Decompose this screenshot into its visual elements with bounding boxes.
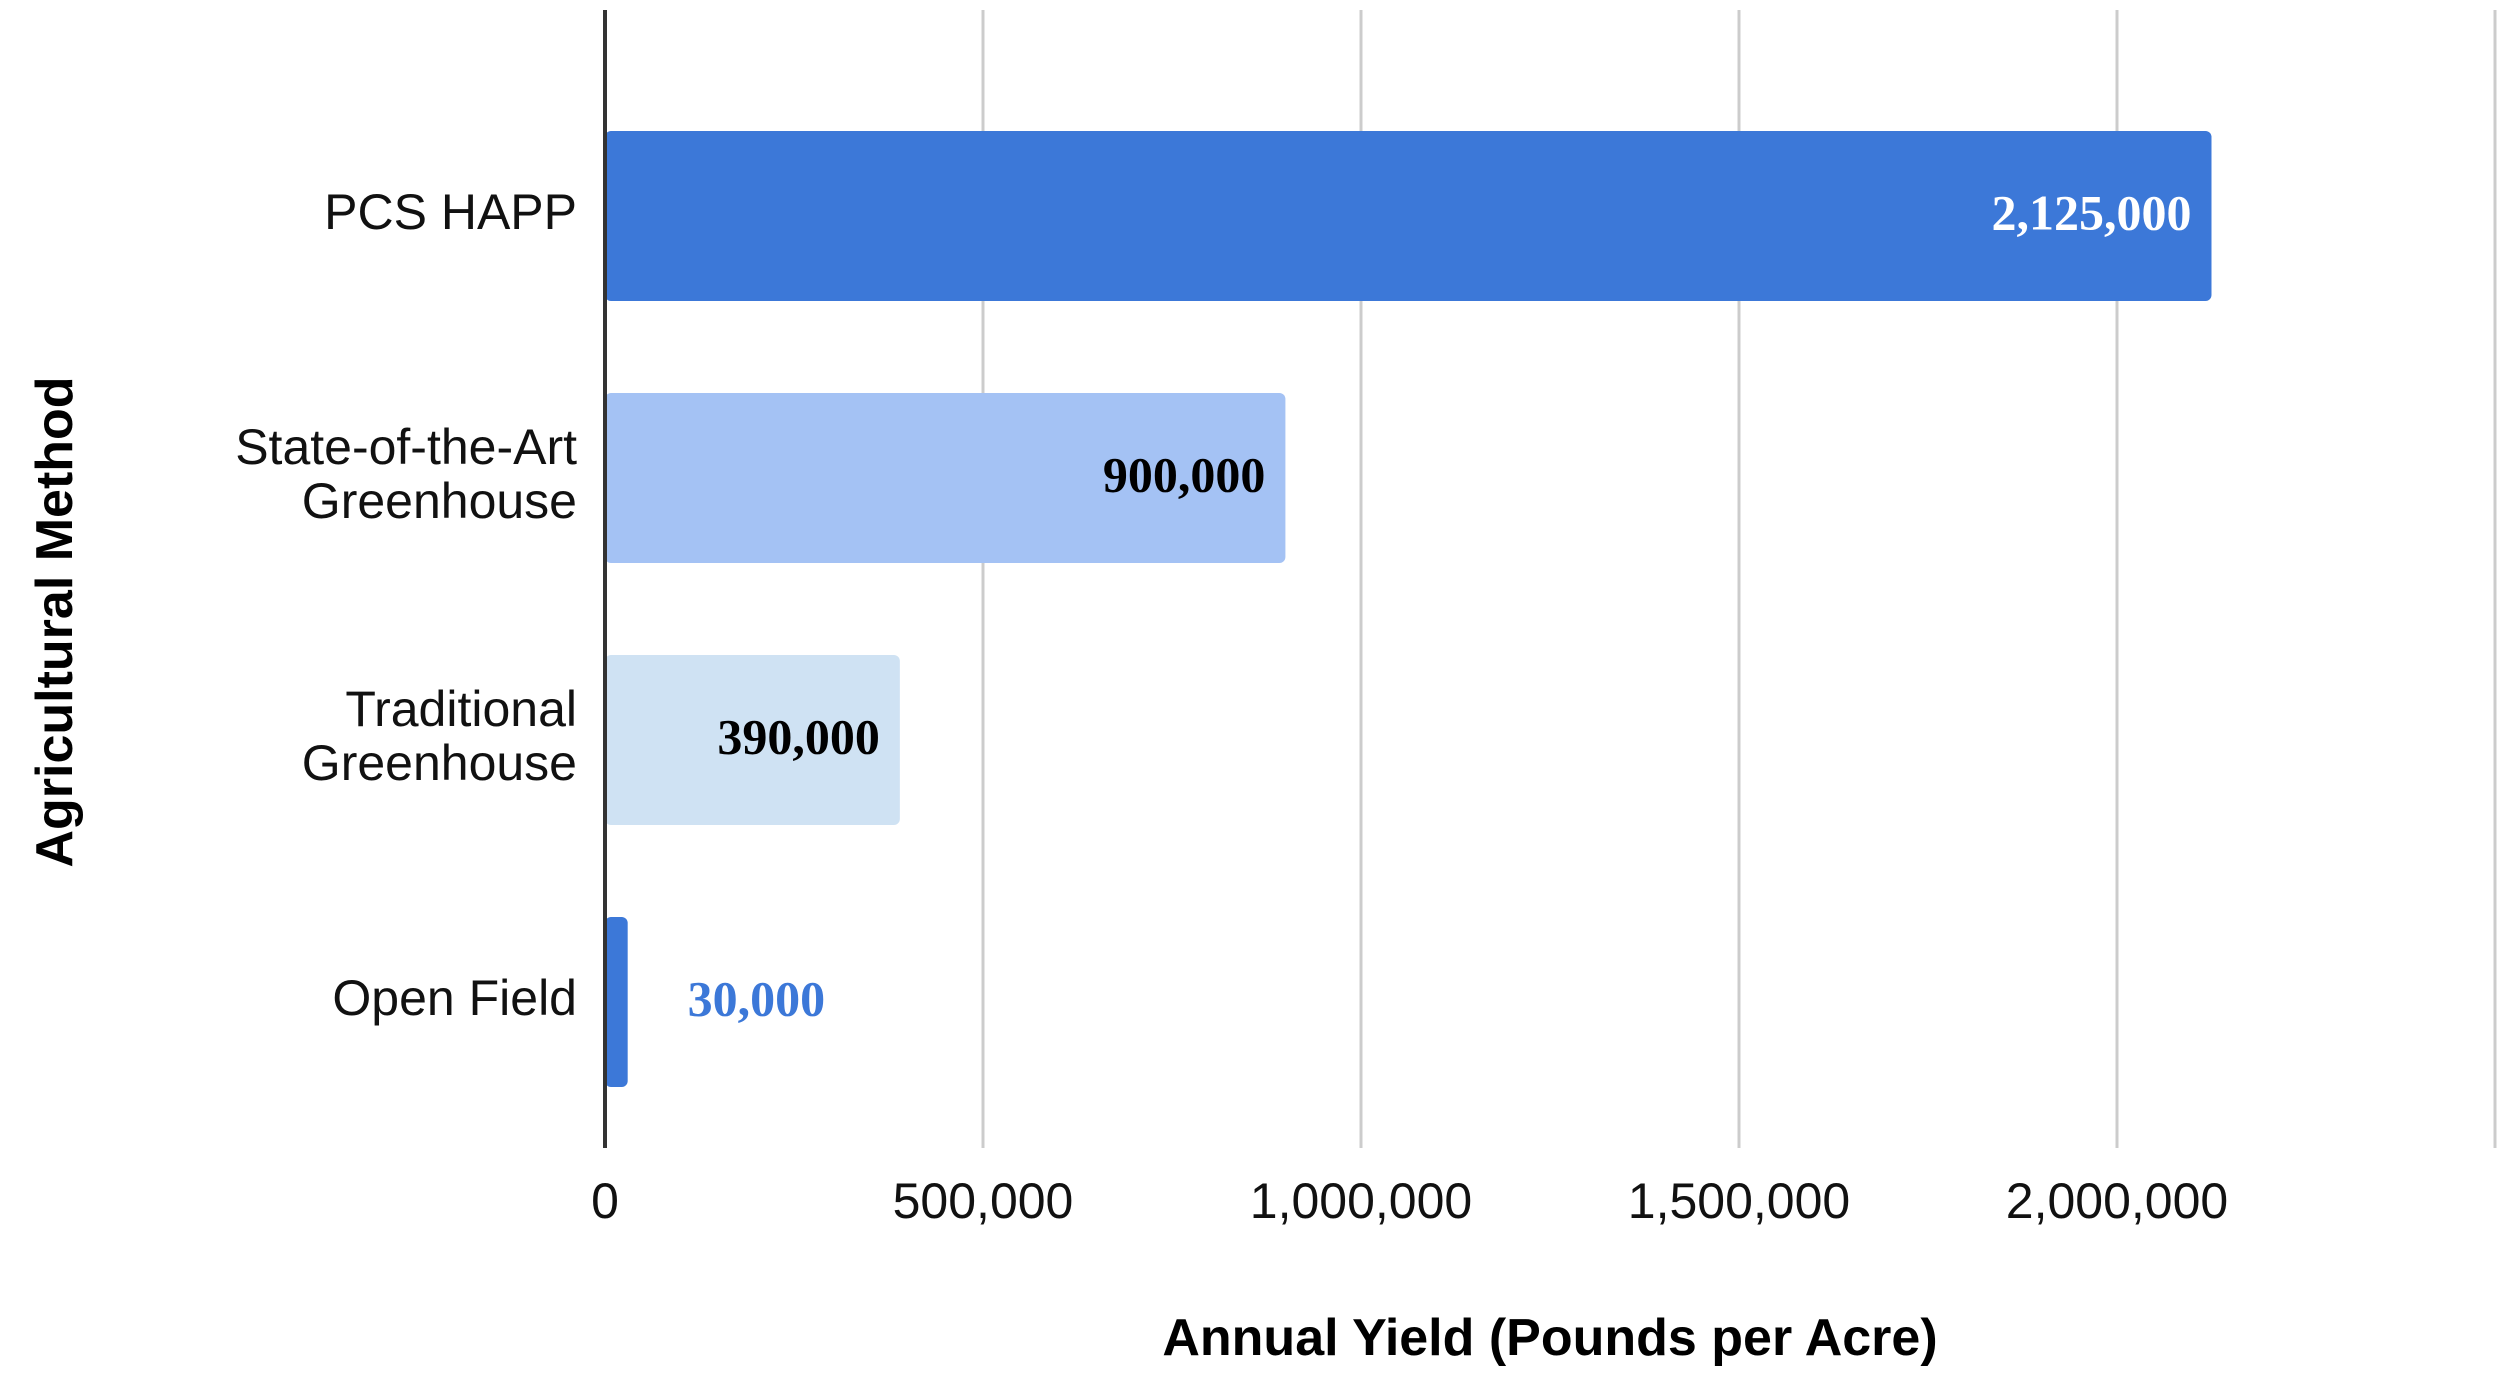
category-label: State-of-the-Art Greenhouse <box>235 419 577 529</box>
x-tick-label: 1,500,000 <box>1628 1173 1850 1229</box>
x-tick-label: 0 <box>591 1173 619 1229</box>
bar <box>605 131 2212 301</box>
category-label: Open Field <box>332 970 577 1026</box>
x-axis-title: Annual Yield (Pounds per Acre) <box>1162 1309 1937 1367</box>
category-label-line: Greenhouse <box>302 473 577 529</box>
x-tick-labels: 0 500,000 1,000,000 1,500,000 2,000,000 <box>591 1173 2228 1229</box>
y-axis-title: Agricultural Method <box>26 376 84 867</box>
data-label: 900,000 <box>1103 446 1266 502</box>
bar <box>605 655 900 825</box>
category-label-line: Open Field <box>332 970 577 1026</box>
bars: 2,125,000 900,000 390,000 30,000 <box>605 131 2212 1087</box>
x-tick-label: 1,000,000 <box>1250 1173 1472 1229</box>
bar <box>605 393 1286 563</box>
category-label: PCS HAPP <box>324 184 577 240</box>
x-tick-label: 2,000,000 <box>2006 1173 2228 1229</box>
category-label-line: State-of-the-Art <box>235 419 577 475</box>
category-label-line: Greenhouse <box>302 735 577 791</box>
data-label: 2,125,000 <box>1992 184 2192 240</box>
data-label: 30,000 <box>688 970 826 1026</box>
data-label: 390,000 <box>717 708 880 764</box>
category-label-line: Traditional <box>345 681 577 737</box>
x-tick-label: 500,000 <box>893 1173 1074 1229</box>
bar <box>605 917 628 1087</box>
category-label-line: PCS HAPP <box>324 184 577 240</box>
category-label: Traditional Greenhouse <box>302 681 577 791</box>
